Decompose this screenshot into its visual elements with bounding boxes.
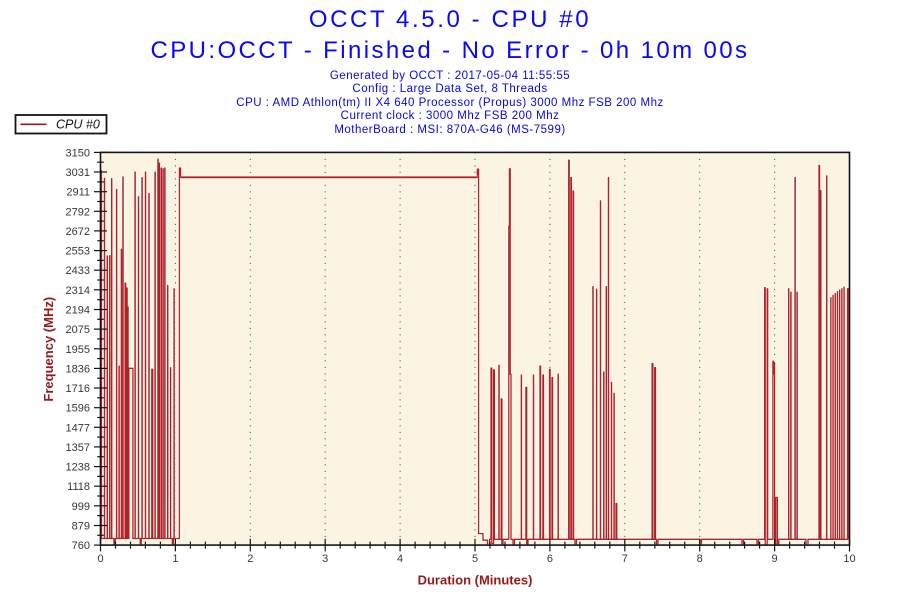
- svg-text:2: 2: [247, 553, 253, 565]
- svg-text:2194: 2194: [66, 305, 90, 317]
- svg-text:8: 8: [697, 553, 703, 565]
- svg-text:1238: 1238: [66, 462, 90, 474]
- svg-text:1477: 1477: [66, 422, 90, 434]
- svg-text:1955: 1955: [66, 344, 90, 356]
- svg-text:999: 999: [72, 501, 90, 513]
- svg-text:3031: 3031: [66, 167, 90, 179]
- svg-text:3150: 3150: [66, 147, 90, 159]
- svg-text:760: 760: [72, 540, 90, 552]
- svg-text:2792: 2792: [66, 206, 90, 218]
- svg-text:3: 3: [322, 553, 328, 565]
- svg-text:1716: 1716: [66, 383, 90, 395]
- svg-text:9: 9: [772, 553, 778, 565]
- svg-text:Duration (Minutes): Duration (Minutes): [418, 573, 533, 588]
- svg-text:2314: 2314: [66, 285, 90, 297]
- svg-text:879: 879: [72, 521, 90, 533]
- svg-text:CPU #0: CPU #0: [56, 118, 100, 132]
- svg-text:0: 0: [97, 553, 103, 565]
- svg-text:5: 5: [472, 553, 478, 565]
- svg-text:Frequency (MHz): Frequency (MHz): [41, 297, 56, 402]
- svg-text:10: 10: [843, 553, 855, 565]
- svg-text:1596: 1596: [66, 403, 90, 415]
- svg-text:2553: 2553: [66, 246, 90, 258]
- svg-text:1836: 1836: [66, 363, 90, 375]
- svg-text:2075: 2075: [66, 324, 90, 336]
- svg-text:2433: 2433: [66, 265, 90, 277]
- svg-text:2911: 2911: [66, 187, 90, 199]
- svg-text:4: 4: [397, 553, 403, 565]
- svg-text:6: 6: [547, 553, 553, 565]
- svg-text:2672: 2672: [66, 226, 90, 238]
- svg-text:1357: 1357: [66, 442, 90, 454]
- svg-text:7: 7: [622, 553, 628, 565]
- svg-text:1118: 1118: [67, 481, 90, 493]
- svg-text:1: 1: [172, 553, 178, 565]
